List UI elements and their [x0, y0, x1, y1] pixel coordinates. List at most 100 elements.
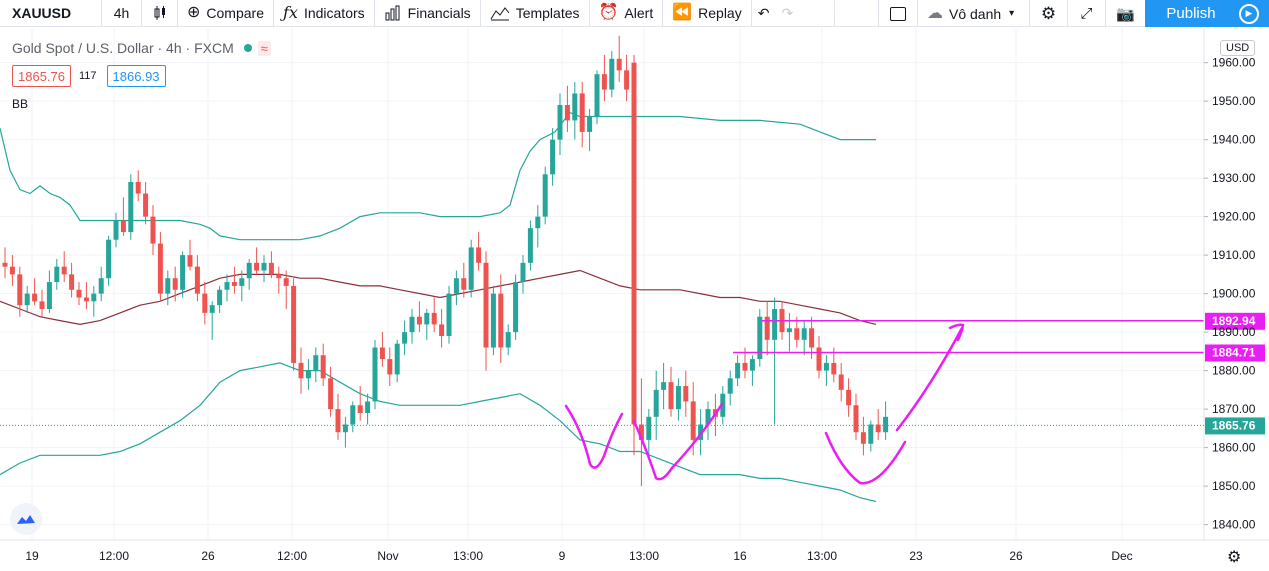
price-tick-label: 1860.00 [1212, 441, 1256, 455]
axis-settings-gear-icon[interactable]: ⚙ [1227, 549, 1242, 566]
candle-body [550, 139, 556, 175]
candle [298, 347, 304, 394]
candle-body [698, 424, 704, 440]
time-tick-label: 9 [559, 549, 566, 563]
top-toolbar: XAUUSD 4h ⊕ Compare ƒx Indicators Financ… [0, 0, 1269, 27]
redo-button[interactable]: ↷ [775, 0, 836, 27]
candle [402, 320, 408, 356]
tradingview-logo-icon[interactable] [10, 503, 42, 535]
candle-body [83, 297, 89, 302]
candle-body [823, 362, 829, 371]
candle [624, 54, 630, 102]
candle-body [564, 104, 570, 121]
candle [387, 347, 393, 387]
indicator-legend[interactable]: BB [12, 97, 29, 111]
candle [705, 401, 711, 440]
candle [683, 370, 689, 417]
buy-price-button[interactable]: 1866.93 [106, 65, 166, 87]
candle [816, 335, 822, 379]
chevron-down-icon: ▾ [1009, 8, 1015, 19]
candle-body [764, 316, 770, 340]
time-tick-label: 13:00 [629, 549, 659, 563]
candle [749, 355, 755, 387]
candle-body [276, 274, 282, 279]
undo-button[interactable]: ↶ [752, 0, 776, 27]
candle [17, 266, 23, 317]
freehand-drawing [564, 404, 624, 469]
candle-body [209, 305, 215, 313]
candle-body [646, 416, 652, 440]
price-tick-label: 1850.00 [1212, 479, 1256, 493]
candle [46, 270, 52, 313]
currency-label[interactable]: USD [1220, 40, 1256, 56]
candle [609, 51, 615, 98]
wave-icon[interactable]: ≈ [257, 40, 271, 56]
price-tick-label: 1840.00 [1212, 518, 1256, 532]
sell-price-button[interactable]: 1865.76 [12, 65, 71, 87]
candle-body [202, 293, 208, 313]
candle [431, 297, 437, 333]
layout-name-button[interactable]: ☁ Vô danh ▾ [918, 0, 1030, 27]
fullscreen-select-button[interactable] [878, 0, 918, 27]
candle-body [283, 278, 289, 286]
candle-body [305, 370, 311, 379]
candle-body [372, 347, 378, 402]
candle-body [801, 328, 807, 340]
financials-button[interactable]: Financials [375, 0, 481, 27]
candle [165, 270, 171, 306]
chart-type-button[interactable] [142, 0, 178, 27]
candle-body [675, 386, 681, 410]
candle [483, 251, 489, 371]
candle-body [742, 362, 748, 371]
candle [698, 409, 704, 456]
candle [668, 366, 674, 417]
fullscreen-button[interactable]: ⤢ [1068, 0, 1106, 27]
level-price-label: 1884.71 [1212, 345, 1256, 359]
candle [638, 378, 644, 487]
candle-body [194, 266, 200, 294]
candle-body [542, 174, 548, 217]
settings-button[interactable]: ⚙ [1030, 0, 1068, 27]
publish-button[interactable]: Publish [1145, 0, 1237, 27]
replay-button[interactable]: ⏪ Replay [663, 0, 752, 27]
candle-body [631, 62, 637, 425]
time-tick-label: 16 [733, 549, 747, 563]
candle-body [705, 409, 711, 425]
candle [498, 274, 504, 363]
candle [646, 409, 652, 460]
candle-body [868, 424, 874, 444]
candle [446, 285, 452, 344]
snapshot-button[interactable]: 📷 [1106, 0, 1146, 27]
candle-body [357, 405, 363, 413]
interval-button[interactable]: 4h [102, 0, 142, 27]
candle-body [320, 355, 326, 379]
candle [542, 166, 548, 225]
candle-body [76, 289, 82, 298]
candle-body [446, 293, 452, 336]
candle-body [527, 228, 533, 263]
stream-button[interactable]: ▶ [1229, 0, 1269, 27]
compare-button[interactable]: ⊕ Compare [178, 0, 274, 27]
templates-button[interactable]: Templates [481, 0, 590, 27]
templates-label: Templates [515, 5, 580, 21]
price-tick-label: 1930.00 [1212, 171, 1256, 185]
alert-button[interactable]: ⏰ Alert [590, 0, 664, 27]
candle [305, 359, 311, 390]
candle [675, 378, 681, 421]
symbol-search[interactable]: XAUUSD [0, 0, 102, 27]
price-chart[interactable]: 1892.94 1884.71 1840.00 1850.00 1860.00 1870… [0, 28, 1269, 571]
candle-body [557, 104, 563, 140]
time-tick-label: 13:00 [453, 549, 483, 563]
candle-body [32, 293, 38, 302]
bb-middle-line [0, 269, 877, 326]
candle [106, 235, 112, 286]
expand-icon: ⤢ [1080, 5, 1093, 22]
indicators-button[interactable]: ƒx Indicators [274, 0, 375, 27]
candle-body [224, 282, 230, 290]
templates-icon [490, 7, 510, 21]
candle-body [328, 378, 334, 410]
candle-body [727, 378, 733, 394]
redo-icon: ↷ [781, 4, 794, 21]
chart-grid [0, 28, 1204, 540]
candle [601, 54, 607, 102]
